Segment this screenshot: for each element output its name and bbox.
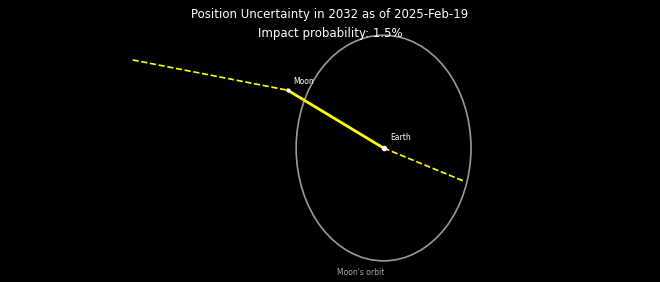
- Text: Moon: Moon: [293, 77, 314, 86]
- Text: Position Uncertainty in 2032 as of 2025-Feb-19
Impact probability: 1.5%: Position Uncertainty in 2032 as of 2025-…: [191, 8, 469, 40]
- Text: Earth: Earth: [391, 133, 411, 142]
- Text: Moon's orbit: Moon's orbit: [337, 268, 385, 277]
